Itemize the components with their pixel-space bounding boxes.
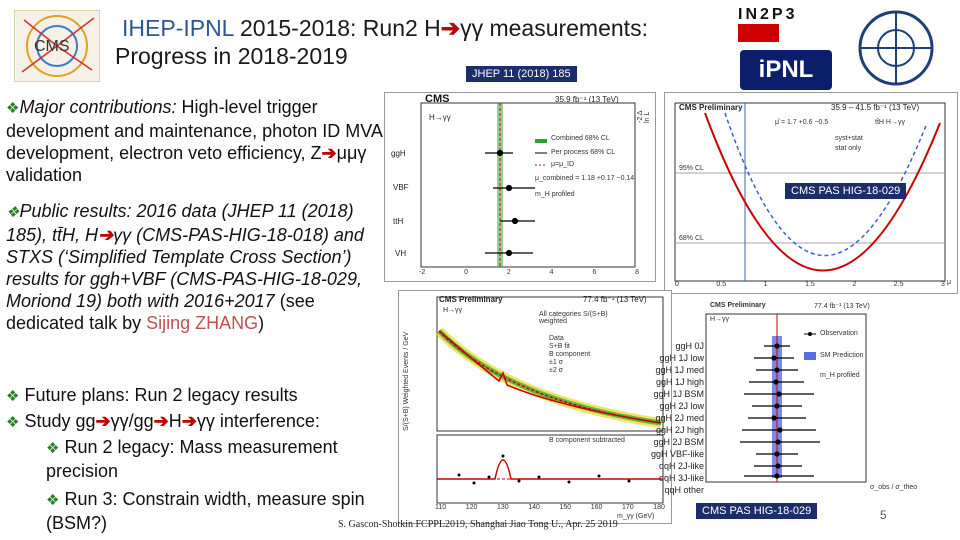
diamond-bullet-icon: ❖ xyxy=(6,388,20,405)
cms-pas-badge-bottom: CMS PAS HIG-18-029 xyxy=(696,503,818,519)
page-subtitle: Progress in 2018-2019 xyxy=(115,43,348,69)
plot-per-process-mu: CMS 35.9 fb⁻¹ (13 TeV) H→γγ Combined 68%… xyxy=(384,92,656,282)
bullet-public-results: ❖Public results: 2016 data (JHEP 11 (201… xyxy=(6,201,364,333)
footer-credit: S. Gascon-Shotkin FCPPL2019, Shanghai Ji… xyxy=(338,519,618,530)
bullet-run3: ❖ Run 3: Constrain width, measure spin (… xyxy=(46,489,365,533)
cms-pas-badge: CMS PAS HIG-18-029 xyxy=(785,183,907,199)
diamond-bullet-icon: ❖ xyxy=(6,414,20,431)
page-number: 5 xyxy=(880,508,887,522)
in2p3-logo: IN2P3 xyxy=(738,6,840,44)
bullet-contributions: ❖Major contributions: High-level trigger… xyxy=(6,97,382,185)
bullet-future-plans: ❖ Future plans: Run 2 legacy results xyxy=(6,385,298,405)
bullet-interference: ❖ Study gg➔γγ/gg➔H➔γγ interference: xyxy=(6,411,320,431)
diamond-bullet-icon: ❖ xyxy=(6,204,20,221)
ipnl-logo: iPNL xyxy=(740,50,832,90)
jhep-badge: JHEP 11 (2018) 185 xyxy=(466,66,577,82)
arrow-right-icon: ➔ xyxy=(440,15,461,41)
plot-stxs-bins: CMS Preliminary 77.4 fb⁻¹ (13 TeV) H→γγ … xyxy=(650,302,918,495)
cms-logo-text: CMS xyxy=(34,38,70,55)
plot-diphoton-mass: CMS Preliminary 77.4 fb⁻¹ (13 TeV) H→γγ … xyxy=(398,290,672,524)
bullet-run2-legacy: ❖ Run 2 legacy: Mass measurement precisi… xyxy=(46,437,338,481)
diamond-bullet-icon: ❖ xyxy=(46,492,60,509)
plot-tth-scan: CMS Preliminary 35.9 – 41.5 fb⁻¹ (13 TeV… xyxy=(664,92,958,294)
cms-logo: CMS xyxy=(13,9,101,83)
ihep-logo xyxy=(840,6,952,92)
diamond-bullet-icon: ❖ xyxy=(46,440,60,457)
page-title: IHEP-IPNL 2015-2018: Run2 H➔γγ measureme… xyxy=(122,15,648,41)
diamond-bullet-icon: ❖ xyxy=(6,100,20,117)
